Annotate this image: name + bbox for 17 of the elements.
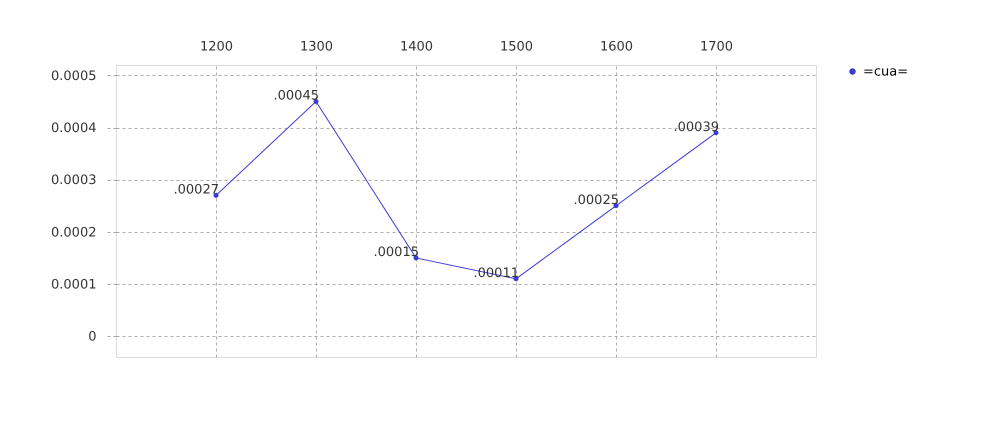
x-tick-label: 1300: [300, 40, 334, 54]
data-label: .00039: [674, 120, 719, 135]
data-label: .00045: [274, 88, 319, 104]
y-tick-label: 0.0004: [51, 121, 96, 136]
y-tick-label: 0: [88, 330, 96, 345]
x-tick-label: 1400: [400, 40, 434, 54]
x-tick-label: 1600: [600, 40, 634, 54]
y-tick-label: 0.0002: [51, 225, 96, 240]
data-label: .00025: [574, 192, 619, 208]
y-tick-label: 0.0003: [51, 173, 96, 188]
data-label: .00027: [174, 182, 219, 198]
y-tick-label: 0.0001: [51, 278, 96, 292]
legend-label: =cua=: [863, 64, 908, 80]
x-tick-label: 1200: [200, 40, 234, 54]
y-tick-label: 0.0005: [51, 68, 96, 84]
x-tick-label: 1700: [700, 40, 734, 54]
x-tick-label: 1500: [500, 40, 534, 54]
